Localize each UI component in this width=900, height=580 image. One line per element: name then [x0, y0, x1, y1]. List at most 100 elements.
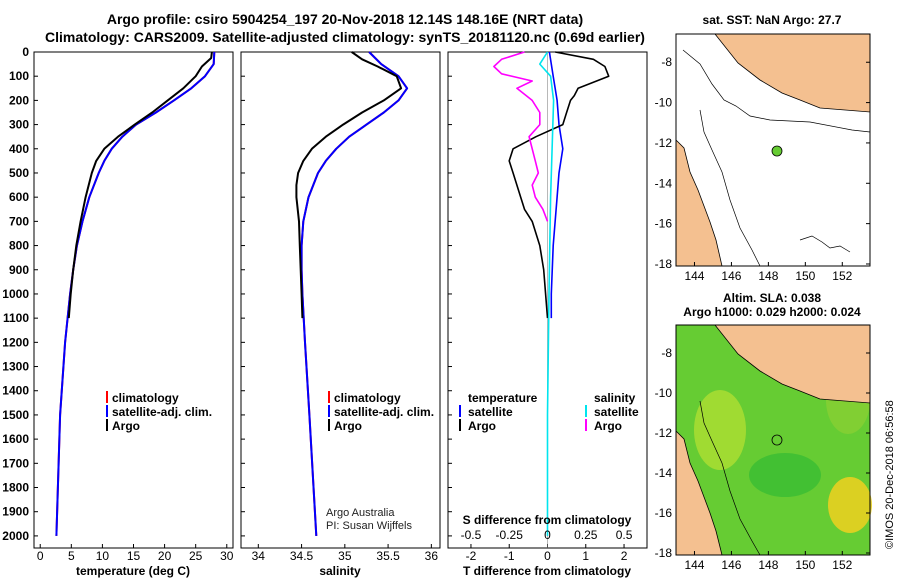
map-lon-tick-label: 150: [795, 558, 815, 572]
map-lat-tick-label: -10: [655, 96, 673, 110]
map-bottom-anomaly-blob: [694, 390, 746, 470]
depth-tick-label: 1900: [2, 505, 29, 519]
legend-swatch-satellite: [328, 405, 330, 417]
legend-label-argo: Argo: [112, 419, 140, 433]
x-tick-label: 0: [544, 549, 551, 563]
depth-tick-label: 2000: [2, 529, 29, 543]
map-lon-tick-label: 144: [684, 558, 704, 572]
legend-swatch-sal-argo: [585, 419, 587, 431]
map-top-shelf-contour: [699, 109, 761, 267]
lines-layer: [55, 51, 610, 536]
map-bottom-anomaly-blob: [828, 477, 872, 533]
x-tick-label: 5: [68, 549, 75, 563]
map-lon-tick-label: 146: [721, 269, 741, 283]
x-tick-label: 1: [582, 549, 589, 563]
difference-legend-salinity: salinity satellite Argo: [585, 391, 639, 433]
title-line-2: Climatology: CARS2009. Satellite-adjuste…: [45, 29, 645, 45]
depth-tick-label: 1600: [2, 432, 29, 446]
map-top-frame: [675, 33, 871, 267]
depth-tick-label: 1200: [2, 335, 29, 349]
depth-tick-label: 400: [9, 142, 29, 156]
map-lat-tick-label: -18: [655, 546, 673, 560]
depth-tick-label: 1400: [2, 384, 29, 398]
depth-tick-label: 100: [9, 69, 29, 83]
depth-tick-label: 1800: [2, 481, 29, 495]
temperature-legend: climatology satellite-adj. clim. Argo: [106, 391, 212, 433]
map-top-reef-contour: [799, 235, 851, 253]
sal-diff-tick-label: 0.5: [616, 528, 633, 542]
depth-tick-label: 0: [22, 45, 29, 59]
legend-label-temp-satellite: satellite: [468, 405, 513, 419]
map-lon-tick-label: 148: [758, 269, 778, 283]
depth-tick-label: 700: [9, 214, 29, 228]
series-argo-temperature: [67, 51, 213, 319]
series-sal-diff-argo: [493, 51, 549, 222]
title-line-1: Argo profile: csiro 5904254_197 20-Nov-2…: [107, 11, 583, 27]
legend-swatch-temp-satellite: [459, 405, 461, 417]
x-tick-label: 30: [220, 549, 234, 563]
map-lat-tick-label: -12: [655, 136, 673, 150]
legend-label-satellite: satellite-adj. clim.: [112, 405, 212, 419]
map-bottom-anomaly-blob: [749, 453, 821, 497]
depth-tick-label: 200: [9, 93, 29, 107]
credit-line-2: PI: Susan Wijffels: [326, 520, 412, 532]
salinity-xlabel: salinity: [319, 564, 361, 578]
series-temp-diff-argo: [508, 51, 610, 319]
axes-layer: 0100200300400500600700800900100011001200…: [2, 45, 627, 563]
depth-tick-label: 1000: [2, 287, 29, 301]
legend-swatch-temp-argo: [459, 419, 461, 431]
x-tick-label: 20: [158, 549, 172, 563]
legend-label-sal-argo: Argo: [594, 419, 622, 433]
legend-label-satellite: satellite-adj. clim.: [334, 405, 434, 419]
depth-tick-label: 500: [9, 166, 29, 180]
sal-diff-tick-label: 0.25: [574, 528, 598, 542]
map-lat-tick-label: -10: [655, 386, 673, 400]
x-tick-label: 35: [338, 549, 352, 563]
map-lat-tick-label: -16: [655, 506, 673, 520]
legend-label-temp-argo: Argo: [468, 419, 496, 433]
series-temp-diff-satellite: [548, 51, 564, 319]
map-lat-tick-label: -8: [661, 346, 672, 360]
legend-swatch-argo: [106, 419, 108, 431]
credit-line-1: Argo Australia: [326, 507, 395, 519]
sal-diff-tick-label: -0.25: [496, 528, 524, 542]
salinity-difference-title: S difference from climatology: [463, 513, 632, 527]
map-lon-tick-label: 144: [684, 269, 704, 283]
difference-legend-temperature: temperature satellite Argo: [459, 391, 538, 433]
map-lat-tick-label: -14: [655, 466, 673, 480]
x-tick-label: 36: [425, 549, 439, 563]
salinity-panel-frame: [240, 51, 441, 549]
salinity-legend: climatology satellite-adj. clim. Argo: [328, 391, 434, 433]
legend-swatch-climatology: [106, 391, 108, 403]
legend-swatch-sal-satellite: [585, 405, 587, 417]
legend-label-climatology: climatology: [334, 391, 401, 405]
map-top-float-position: [771, 145, 783, 157]
x-tick-label: 25: [189, 549, 203, 563]
map-lat-tick-label: -16: [655, 217, 673, 231]
depth-tick-label: 800: [9, 239, 29, 253]
sal-diff-tick-label: 0: [544, 528, 551, 542]
map-top: [675, 33, 871, 267]
map-bottom-float-position: [771, 434, 783, 446]
depth-tick-label: 900: [9, 263, 29, 277]
depth-tick-label: 1500: [2, 408, 29, 422]
series-sal-diff-satellite: [538, 51, 555, 536]
legend-swatch-climatology: [328, 391, 330, 403]
map-bottom-shelf-contour: [699, 400, 761, 556]
x-tick-label: -1: [504, 549, 515, 563]
legend-salinity-header: salinity: [594, 391, 636, 405]
depth-tick-label: 1300: [2, 360, 29, 374]
map-lat-tick-label: -18: [655, 257, 673, 271]
series-climatology-salinity: [300, 51, 409, 536]
map-lon-tick-label: 152: [832, 269, 852, 283]
x-tick-label: 2: [621, 549, 628, 563]
legend-swatch-argo: [328, 419, 330, 431]
difference-xlabel: T difference from climatology: [463, 564, 631, 578]
map-lon-tick-label: 150: [795, 269, 815, 283]
map-bottom-ticks: 144 146 148 150 152 -8 -10 -12 -14 -16 -18: [655, 346, 870, 572]
series-argo-salinity: [295, 51, 403, 319]
legend-label-climatology: climatology: [112, 391, 179, 405]
depth-tick-label: 300: [9, 118, 29, 132]
series-satellite-salinity: [300, 51, 409, 536]
map-bottom: [675, 324, 872, 556]
